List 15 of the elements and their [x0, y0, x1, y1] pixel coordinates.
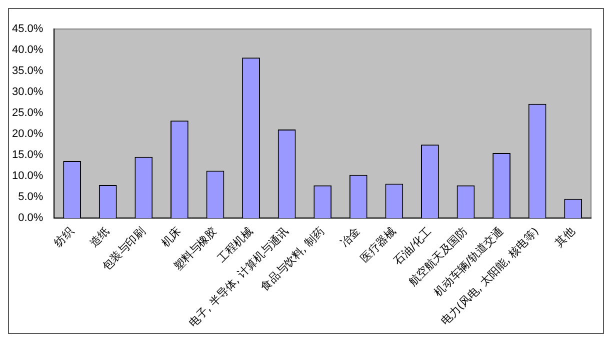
y-tick-label: 5.0%	[18, 191, 44, 204]
y-tick-label: 25.0%	[12, 107, 44, 120]
y-tick-label: 35.0%	[12, 65, 44, 78]
y-tick-label: 0.0%	[18, 212, 44, 224]
x-tick-label: 造纸	[87, 224, 112, 250]
x-tick-label: 其他	[552, 224, 578, 250]
y-tick-label: 45.0%	[12, 23, 44, 36]
y-tick-label: 10.0%	[12, 170, 44, 182]
x-tick-label: 冶金	[338, 224, 363, 250]
y-tick-label: 15.0%	[12, 149, 44, 162]
x-tick-label: 纺织	[51, 224, 76, 250]
y-tick-label: 40.0%	[12, 44, 44, 56]
y-tick-label: 20.0%	[12, 128, 44, 140]
x-tick-label: 机床	[158, 224, 184, 250]
y-tick-label: 30.0%	[12, 86, 44, 98]
